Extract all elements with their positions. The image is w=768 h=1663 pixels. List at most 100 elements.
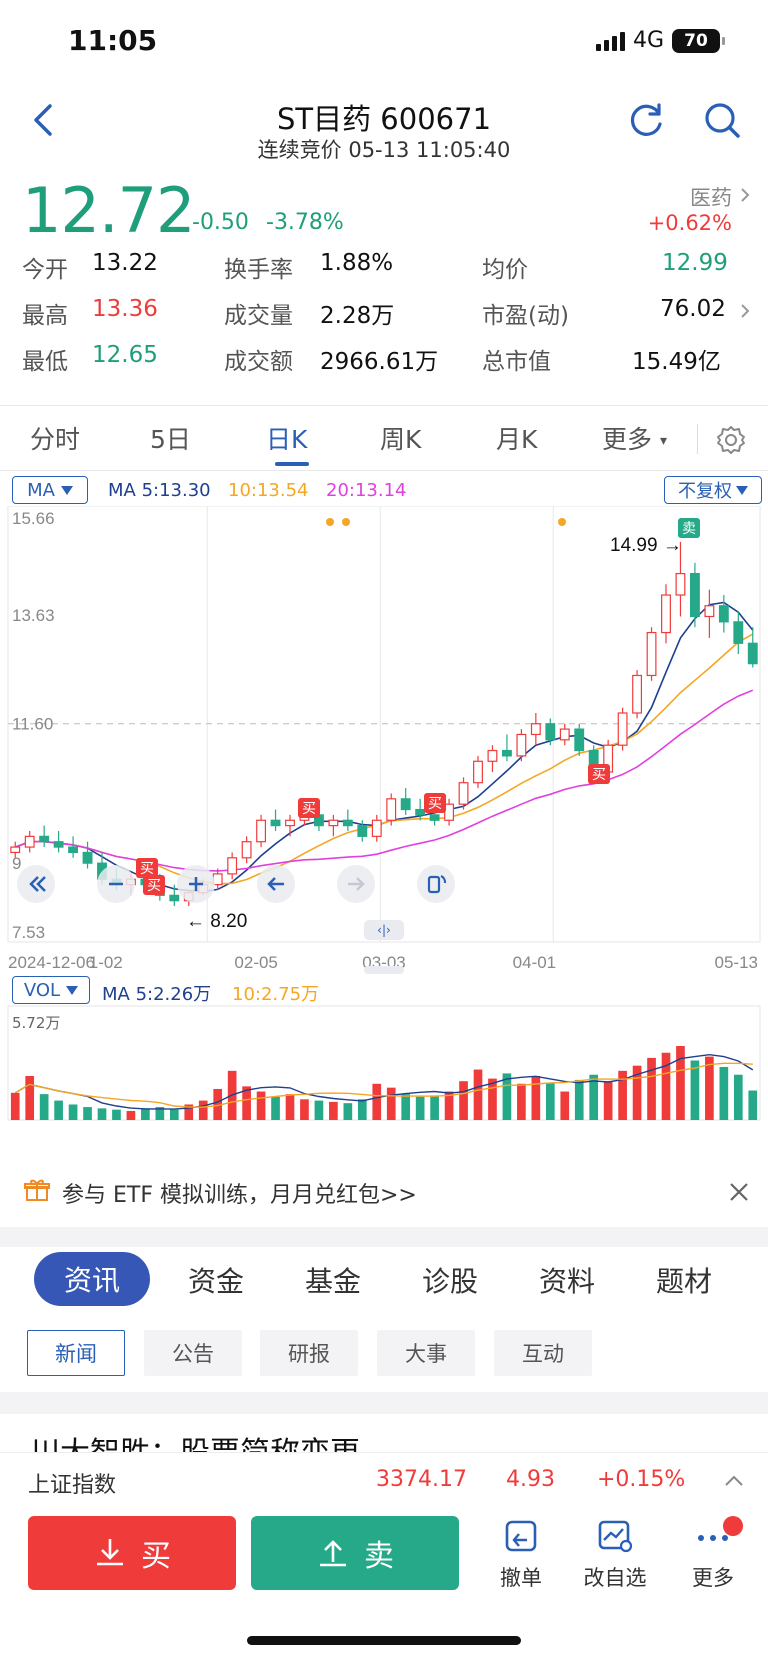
ma10-legend: 10:13.54 xyxy=(228,480,309,501)
tab-intraday[interactable]: 分时 xyxy=(30,425,81,454)
tab-diagnosis[interactable]: 诊股 xyxy=(422,1265,479,1298)
back-icon[interactable] xyxy=(24,100,64,140)
pan-handle[interactable]: ‹|› xyxy=(364,920,404,940)
tab-news-info[interactable]: 资讯 xyxy=(34,1252,150,1306)
buy-signal-tag-text: 买 xyxy=(592,767,606,783)
tab-daily-k[interactable]: 日K xyxy=(266,425,308,454)
open-label: 今开 xyxy=(22,257,68,283)
zoom-in-button[interactable] xyxy=(176,864,216,904)
chevron-up-icon[interactable] xyxy=(724,1475,744,1487)
tab-more[interactable]: 更多 ▾ xyxy=(602,420,667,456)
ma-select-label: MA xyxy=(27,479,55,501)
splitter-handle[interactable] xyxy=(364,966,404,974)
candle-body xyxy=(24,835,35,848)
index-ticker[interactable]: 上证指数 3374.17 4.93 +0.15% xyxy=(0,1452,768,1508)
volume-bar xyxy=(256,1091,266,1120)
candle-body xyxy=(241,841,252,859)
pe-value: 76.02 xyxy=(660,296,726,322)
refresh-icon[interactable] xyxy=(626,100,666,140)
sell-button[interactable]: 卖 xyxy=(251,1516,459,1590)
tab-funds[interactable]: 基金 xyxy=(305,1265,362,1298)
pan-left-button[interactable] xyxy=(256,864,296,904)
open-value: 13.22 xyxy=(92,250,158,276)
adjust-select[interactable]: 不复权 xyxy=(664,476,762,504)
stock-header: ST目药 600671 连续竞价 05-13 11:05:40 xyxy=(0,88,768,168)
pe-label[interactable]: 市盈(动) xyxy=(482,303,569,329)
vol-select-label: VOL xyxy=(23,979,61,1001)
news-headline[interactable]: 川大智胜：股票简称变更 xyxy=(30,1436,360,1452)
close-icon[interactable] xyxy=(728,1181,750,1203)
candle-body xyxy=(342,819,353,827)
candle-body xyxy=(415,808,426,816)
tab-indicator xyxy=(275,462,309,466)
sector-link[interactable]: 医药 xyxy=(690,186,732,210)
candle-body xyxy=(10,846,21,854)
candle-body xyxy=(473,760,483,784)
edit-watchlist-button[interactable]: 改自选 xyxy=(570,1518,660,1592)
subtab-research[interactable]: 研报 xyxy=(260,1330,358,1376)
volume-bar xyxy=(169,1109,179,1120)
tab-themes[interactable]: 题材 xyxy=(656,1265,713,1298)
tab-5day[interactable]: 5日 xyxy=(150,425,191,454)
event-marker xyxy=(342,518,350,526)
cancel-order-button[interactable]: 撤单 xyxy=(476,1518,566,1592)
more-button[interactable]: 更多 xyxy=(668,1518,758,1592)
rotate-screen-button[interactable] xyxy=(416,864,456,904)
candle-body xyxy=(574,728,585,752)
volume-bar xyxy=(430,1095,439,1120)
tab-weekly-k[interactable]: 周K xyxy=(380,425,422,454)
volume-bar xyxy=(25,1076,35,1120)
volume-bar xyxy=(314,1100,324,1120)
buy-signal-tag xyxy=(136,858,158,878)
divider xyxy=(697,424,698,454)
candle-body xyxy=(68,846,79,854)
volume-bar xyxy=(386,1087,396,1120)
volume-bar xyxy=(54,1100,63,1120)
caret-down-icon: ▾ xyxy=(659,433,667,449)
ma-select[interactable]: MA xyxy=(12,476,88,504)
subtab-announcements[interactable]: 公告 xyxy=(144,1330,242,1376)
candle-body xyxy=(704,605,715,618)
subtab-news[interactable]: 新闻 xyxy=(27,1330,125,1376)
caret-down-icon xyxy=(66,985,79,995)
zoom-out-button[interactable] xyxy=(96,864,136,904)
candlestick-chart[interactable]: 15.66 13.63 11.60 9 7.53 2024-12-061-02 02-05… xyxy=(0,506,768,1146)
volume-bar xyxy=(603,1081,613,1120)
gear-icon[interactable] xyxy=(715,424,747,456)
volume-bar xyxy=(531,1076,541,1120)
zoom-out-far-button[interactable] xyxy=(16,864,56,904)
section-gap xyxy=(0,1227,768,1247)
ma10-line xyxy=(14,633,754,885)
battery-icon: 70 xyxy=(672,28,725,53)
tab-monthly-k[interactable]: 月K xyxy=(496,425,538,454)
volume-bar xyxy=(155,1107,165,1120)
tab-profile[interactable]: 资料 xyxy=(539,1265,596,1298)
volume-bar xyxy=(473,1069,483,1120)
pan-right-button[interactable] xyxy=(336,864,376,904)
buy-button[interactable]: 买 xyxy=(28,1516,236,1590)
vol-ma10-legend: 10:2.75万 xyxy=(232,984,320,1005)
y-tick-label: 9 xyxy=(12,854,21,873)
ma5-line xyxy=(14,601,754,893)
network-type: 4G xyxy=(632,28,664,53)
volume-bar xyxy=(574,1079,584,1120)
tab-funds-flow[interactable]: 资金 xyxy=(188,1265,245,1298)
vol-ma5-legend: MA 5:2.26万 xyxy=(102,984,212,1005)
high-label: 最高 xyxy=(22,303,68,329)
last-price: 12.72 xyxy=(22,174,195,247)
search-icon[interactable] xyxy=(702,100,742,140)
vol-select[interactable]: VOL xyxy=(12,976,90,1004)
subtab-events[interactable]: 大事 xyxy=(377,1330,475,1376)
subtab-interaction[interactable]: 互动 xyxy=(494,1330,592,1376)
etf-promo-banner[interactable]: 参与 ETF 模拟训练，月月兑红包>> xyxy=(0,1155,768,1227)
tab-more-label: 更多 xyxy=(602,425,653,454)
kline-chart[interactable]: MA MA 5:13.30 10:13.54 20:13.14 不复权 15.6… xyxy=(0,470,768,1150)
candle-body xyxy=(487,749,498,762)
y-tick-label: 7.53 xyxy=(12,923,45,942)
buy-signal-tag-text: 买 xyxy=(302,801,316,817)
buy-signal-tag-text: 买 xyxy=(140,861,154,877)
candle-body xyxy=(718,605,729,623)
volume-bar xyxy=(444,1091,454,1120)
vol-ma5-line xyxy=(14,1053,754,1110)
turnover-label: 换手率 xyxy=(224,257,293,283)
